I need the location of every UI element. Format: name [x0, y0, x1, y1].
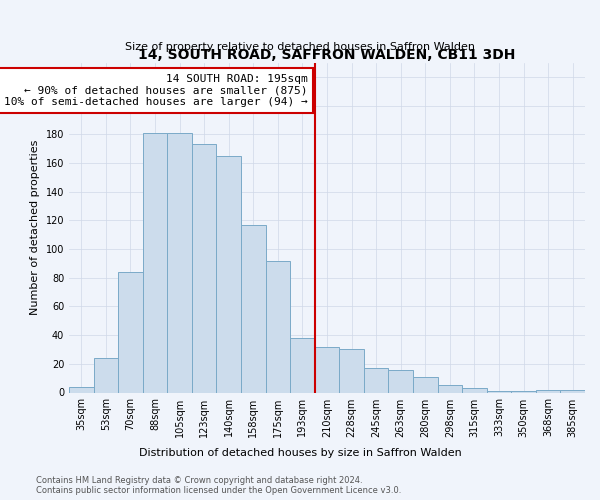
Bar — [364, 368, 388, 392]
Bar — [437, 386, 462, 392]
Bar — [94, 358, 118, 392]
Bar — [388, 370, 413, 392]
Title: 14, SOUTH ROAD, SAFFRON WALDEN, CB11 3DH: 14, SOUTH ROAD, SAFFRON WALDEN, CB11 3DH — [139, 48, 515, 62]
Text: Contains public sector information licensed under the Open Government Licence v3: Contains public sector information licen… — [36, 486, 401, 495]
Bar — [560, 390, 585, 392]
Bar — [118, 272, 143, 392]
Bar — [315, 346, 339, 393]
Bar — [241, 224, 266, 392]
Bar — [266, 260, 290, 392]
Y-axis label: Number of detached properties: Number of detached properties — [30, 140, 40, 315]
Bar — [69, 387, 94, 392]
Bar — [217, 156, 241, 392]
Text: Contains HM Land Registry data © Crown copyright and database right 2024.: Contains HM Land Registry data © Crown c… — [36, 476, 362, 485]
Text: Size of property relative to detached houses in Saffron Walden: Size of property relative to detached ho… — [125, 42, 475, 52]
Bar — [339, 350, 364, 393]
Bar — [511, 391, 536, 392]
Bar — [487, 391, 511, 392]
Bar — [192, 144, 217, 392]
Bar — [536, 390, 560, 392]
Bar — [413, 376, 437, 392]
Text: Distribution of detached houses by size in Saffron Walden: Distribution of detached houses by size … — [139, 448, 461, 458]
Text: 14 SOUTH ROAD: 195sqm
← 90% of detached houses are smaller (875)
10% of semi-det: 14 SOUTH ROAD: 195sqm ← 90% of detached … — [4, 74, 307, 107]
Bar — [290, 338, 315, 392]
Bar — [143, 133, 167, 392]
Bar — [167, 133, 192, 392]
Bar — [462, 388, 487, 392]
